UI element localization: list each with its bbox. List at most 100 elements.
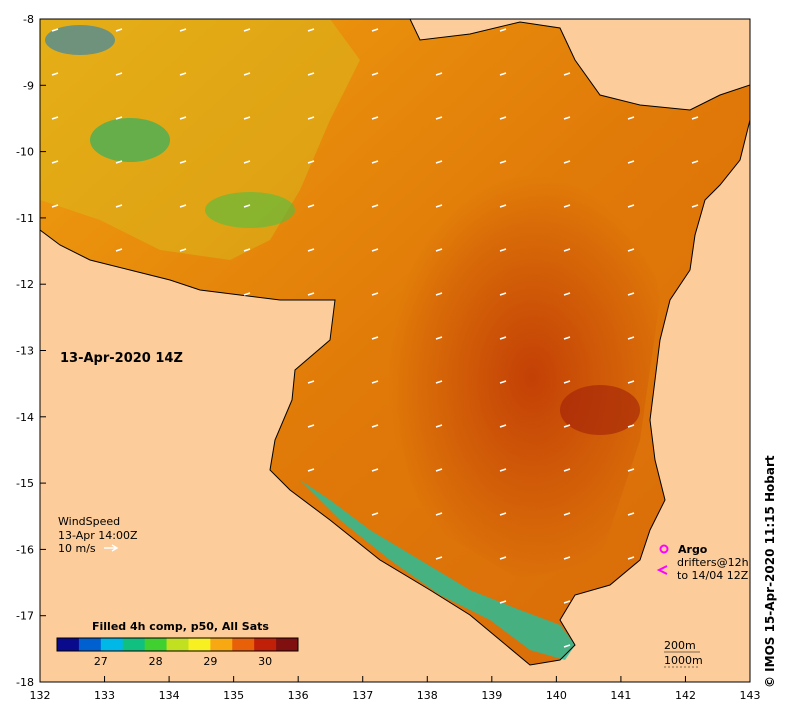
wind-arrow [51,116,59,120]
cool-patch [90,118,170,162]
wind-arrow [435,336,443,340]
wind-arrow [499,292,507,296]
wind-arrow [243,204,251,208]
wind-arrow [563,160,571,164]
wind-arrow [51,204,59,208]
wind-arrow [435,116,443,120]
wind-arrow [435,204,443,208]
wind-arrow [51,160,59,164]
colorbar-segment [57,638,80,651]
wind-arrow [499,336,507,340]
lat-tick-label: -14 [16,411,34,424]
colorbar-segment [100,638,124,651]
wind-arrow [179,204,187,208]
wind-arrow [371,204,379,208]
wind-arrow [563,644,571,648]
wind-arrow [243,116,251,120]
wind-arrow [307,204,315,208]
lat-tick-label: -8 [23,13,34,26]
wind-arrow [307,160,315,164]
lon-tick-label: 141 [610,689,631,702]
colorbar-segment [210,638,233,651]
wind-arrow [435,292,443,296]
wind-arrow [371,512,379,516]
wind-arrow [307,248,315,252]
drifters-label-line1: drifters@12h [677,556,749,569]
wind-arrow [691,204,699,208]
contour-1000m-label: 1000m [664,654,703,667]
wind-arrow [115,116,123,120]
lon-tick-label: 132 [30,689,51,702]
wind-arrow [563,248,571,252]
date-label: 13-Apr-2020 14Z [60,351,183,366]
wind-arrow [499,380,507,384]
wind-arrow [435,160,443,164]
argo-label: Argo [678,543,708,556]
longitude-axis: 132 133 134 135 136 137 138 139 140 141 142 143 [30,676,761,702]
wind-arrow [371,424,379,428]
cool-patch [205,192,295,228]
wind-arrow [499,468,507,472]
wind-arrow [115,72,123,76]
sea-warm-core [340,130,660,580]
drifters-label-line2: to 14/04 12Z [677,569,749,582]
wind-arrow [307,72,315,76]
lat-tick-label: -16 [16,543,34,556]
lon-tick-label: 135 [223,689,244,702]
wind-arrow [563,204,571,208]
wind-arrow [371,116,379,120]
drifter-icon [656,565,668,575]
colorbar-tick-label: 30 [258,655,272,668]
wind-arrow [627,424,635,428]
wind-arrow [563,292,571,296]
lon-tick-label: 136 [288,689,309,702]
wind-arrow [627,556,635,560]
contour-200m-label: 200m [664,639,696,652]
cool-patch [560,385,640,435]
wind-arrow [435,512,443,516]
lon-tick-label: 139 [481,689,502,702]
colorbar [56,637,299,652]
wind-arrow [243,72,251,76]
wind-arrow [179,160,187,164]
colorbar-segment [78,638,102,651]
wind-arrow [371,28,379,32]
colorbar-segment [188,638,211,651]
wind-arrow [627,116,635,120]
wind-arrow [563,512,571,516]
colorbar-title: Filled 4h comp, p50, All Sats [92,620,269,633]
wind-arrow [371,468,379,472]
wind-arrow [435,72,443,76]
colorbar-tick-label: 27 [94,655,108,668]
wind-arrow [563,116,571,120]
wind-arrow [563,600,571,604]
wind-arrow [627,204,635,208]
lat-tick-label: -12 [16,278,34,291]
lat-tick-label: -17 [16,610,34,623]
wind-arrow [627,292,635,296]
wind-scale-arrow-icon [104,544,119,552]
wind-arrow [499,116,507,120]
wind-arrow [627,336,635,340]
lat-tick-label: -15 [16,477,34,490]
colorbar-tick-label: 28 [149,655,163,668]
wind-arrow [499,600,507,604]
argo-icon [659,544,669,554]
wind-arrow [179,248,187,252]
wind-arrow [179,72,187,76]
wind-arrow [307,468,315,472]
colorbar-ticks: 27 28 29 30 [94,655,272,668]
wind-legend-time: 13-Apr 14:00Z [58,529,138,542]
wind-arrow [499,28,507,32]
wind-arrow [307,380,315,384]
lat-tick-label: -13 [16,345,34,358]
wind-arrow [243,160,251,164]
wind-arrow [627,468,635,472]
wind-arrow-field [51,28,699,648]
wind-arrow [371,336,379,340]
wind-arrow [563,72,571,76]
colorbar-segment [122,638,146,651]
wind-arrow [627,380,635,384]
wind-arrow [371,292,379,296]
